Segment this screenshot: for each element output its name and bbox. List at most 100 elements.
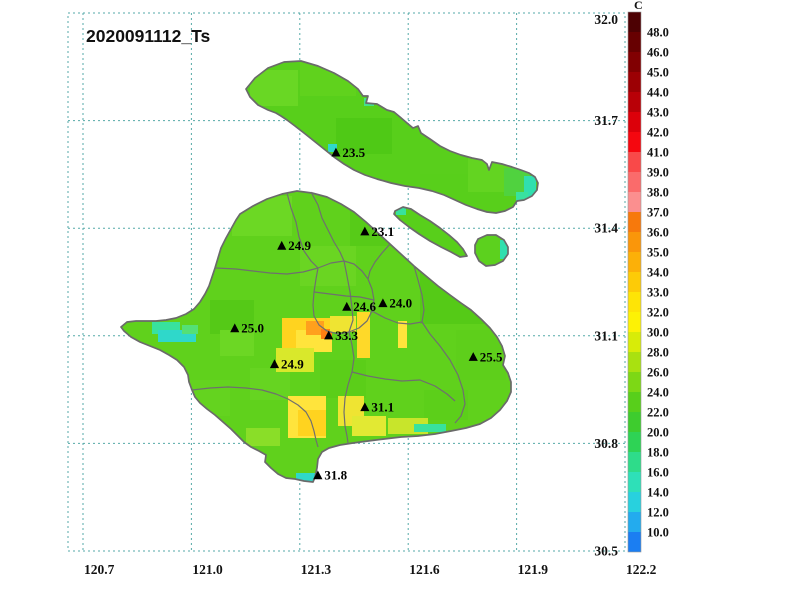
colorbar-tick-label: 12.0 [647, 506, 669, 520]
station-triangle-marker [230, 323, 240, 333]
changxing-island-outline [393, 206, 468, 258]
station-value-label: 33.3 [335, 328, 358, 343]
station-value-label: 23.5 [342, 145, 365, 160]
colorbar-cell [628, 92, 641, 112]
colorbar-tick-label: 46.0 [647, 46, 669, 60]
colorbar-tick-label: 18.0 [647, 446, 669, 460]
colorbar-tick-label: 44.0 [647, 86, 669, 100]
station-triangle-marker [360, 226, 370, 236]
station-value-label: 31.8 [324, 468, 347, 483]
colorbar-tick-label: 30.0 [647, 326, 669, 340]
station-value-label: 23.1 [371, 224, 394, 239]
colorbar-cell [628, 372, 641, 392]
plot-frame [67, 12, 626, 552]
y-tick-label: 32.0 [594, 12, 618, 27]
colorbar-cell [628, 512, 641, 532]
station-triangle-marker [468, 352, 478, 361]
colorbar-border [627, 11, 642, 553]
hengsha-island-outline [474, 234, 509, 267]
colorbar-cell [628, 52, 641, 72]
colorbar-tick-label: 35.0 [647, 246, 669, 260]
station-value-label: 25.0 [241, 321, 264, 336]
colorbar-tick-label: 33.0 [647, 286, 669, 300]
colorbar-cell [628, 492, 641, 512]
colorbar-tick-label: 14.0 [647, 486, 669, 500]
colorbar-tick-label: 22.0 [647, 406, 669, 420]
colorbar-cell [628, 392, 641, 412]
y-axis-ticks: 32.0 31.7 31.4 31.1 30.8 30.5 [594, 12, 618, 559]
colorbar-tick-label: 39.0 [647, 166, 669, 180]
station-triangle-marker [342, 301, 352, 311]
colorbar-cell [628, 12, 641, 32]
station-triangle-marker [269, 359, 280, 369]
station-triangle-marker [360, 402, 370, 412]
grid-layer [67, 12, 626, 552]
station-value-label: 24.9 [281, 356, 304, 371]
colorbar-tick-label: 28.0 [647, 346, 669, 360]
colorbar-cell [628, 192, 641, 212]
station-value-label: 24.9 [288, 238, 311, 253]
x-tick-label: 122.2 [626, 562, 657, 577]
station-triangle-marker [378, 298, 388, 308]
y-tick-label: 30.8 [594, 436, 618, 451]
colorbar-cell [628, 412, 641, 432]
colorbar-cell [628, 132, 641, 152]
colorbar-cell [628, 432, 641, 452]
station-value-label: 24.6 [353, 299, 376, 314]
x-tick-label: 121.3 [301, 562, 332, 577]
colorbar-cell [628, 152, 641, 172]
colorbar-cell [628, 312, 641, 332]
colorbar-cell [628, 452, 641, 472]
colorbar-cell [628, 32, 641, 52]
station-markers-layer: 23.5 23.1 24.9 24.6 24.0 25.0 33.3 24.9 25.5 31.1… [230, 145, 503, 483]
colorbar-tick-label: 42.0 [647, 126, 669, 140]
x-tick-label: 121.0 [192, 562, 223, 577]
station-value-label: 24.0 [389, 296, 412, 311]
x-axis-ticks: 120.7 121.0 121.3 121.6 121.9 122.2 [84, 562, 657, 577]
colorbar-cell [628, 232, 641, 252]
station-value-label: 25.5 [480, 349, 503, 364]
plot-title: 2020091112_Ts [86, 26, 211, 46]
colorbar-cell [628, 212, 641, 232]
y-tick-label: 31.4 [594, 221, 618, 236]
colorbar-tick-label: 16.0 [647, 466, 669, 480]
colorbar-cell [628, 352, 641, 372]
colorbar-cell [628, 172, 641, 192]
colorbar-tick-label: 20.0 [647, 426, 669, 440]
y-tick-label: 30.5 [594, 544, 618, 559]
colorbar-tick-label: 26.0 [647, 366, 669, 380]
y-tick-label: 31.7 [594, 113, 618, 128]
colorbar-tick-label: 45.0 [647, 66, 669, 80]
colorbar-tick-label: 43.0 [647, 106, 669, 120]
colorbar-tick-label: 48.0 [647, 26, 669, 40]
colorbar-cell [628, 292, 641, 312]
colorbar-tick-label: 10.0 [647, 526, 669, 540]
colorbar-cell [628, 72, 641, 92]
colorbar-cell [628, 112, 641, 132]
station-triangle-marker [313, 470, 323, 480]
colorbar-tick-label: 38.0 [647, 186, 669, 200]
colorbar-tick-label: 36.0 [647, 226, 669, 240]
colorbar-cell [628, 472, 641, 492]
station-triangle-marker [331, 147, 341, 157]
station-triangle-marker [324, 330, 334, 340]
colorbar-tick-label: 32.0 [647, 306, 669, 320]
colorbar-unit-label: C [634, 0, 643, 12]
station-triangle-marker [277, 240, 287, 250]
colorbar-cell [628, 332, 641, 352]
colorbar-cell [628, 532, 641, 552]
colorbar-tick-label: 24.0 [647, 386, 669, 400]
chongming-island-outline [245, 60, 539, 214]
colorbar-tick-label: 37.0 [647, 206, 669, 220]
colorbar-tick-label: 41.0 [647, 146, 669, 160]
colorbar-cell [628, 272, 641, 292]
station-value-label: 31.1 [371, 400, 394, 415]
colorbar-cell [628, 252, 641, 272]
mainland-outline [120, 190, 512, 483]
x-tick-label: 121.9 [518, 562, 549, 577]
x-tick-label: 120.7 [84, 562, 115, 577]
y-tick-label: 31.1 [594, 328, 618, 343]
colorbar: 48.0 46.0 45.0 44.0 43.0 42.0 41.0 39.0 38.0 37.0… [627, 11, 669, 553]
